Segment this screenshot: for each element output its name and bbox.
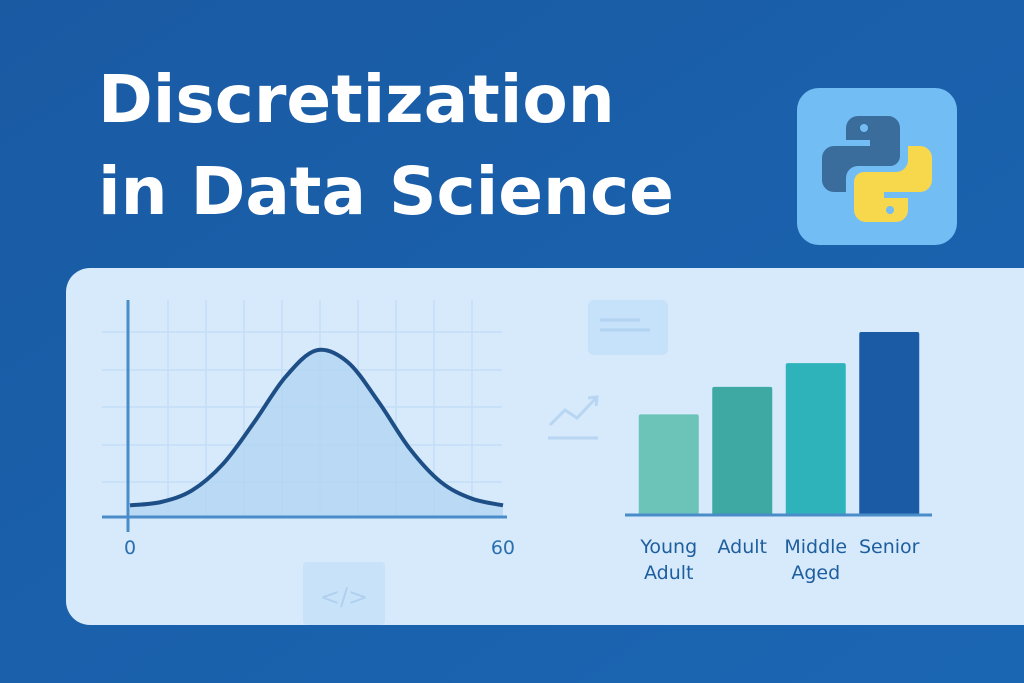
- python-logo: [797, 88, 957, 245]
- code-icon-box: [303, 562, 385, 625]
- bar: [638, 414, 699, 515]
- curve-chart: 0 60: [124, 347, 515, 559]
- x-tick-label: 0: [124, 537, 136, 559]
- code-icon: </>: [320, 583, 368, 611]
- bar: [859, 332, 920, 515]
- category-label: Adult: [644, 562, 694, 584]
- title-line: Discretization: [98, 61, 615, 138]
- bar-chart: Young Adult Adult Middle Aged Senior: [638, 332, 920, 584]
- bar: [785, 363, 846, 515]
- title-line: in Data Science: [98, 153, 674, 230]
- category-label: Young: [639, 536, 697, 558]
- bar: [712, 386, 773, 515]
- curve-area: [130, 349, 503, 517]
- category-label: Aged: [791, 562, 840, 584]
- trend-icon: [548, 395, 599, 440]
- category-label: Middle: [784, 536, 847, 558]
- doc-icon: [588, 300, 668, 355]
- category-label: Adult: [718, 536, 768, 558]
- category-label: Senior: [859, 536, 920, 558]
- x-tick-label: 60: [491, 537, 515, 559]
- curve-line: [129, 347, 504, 508]
